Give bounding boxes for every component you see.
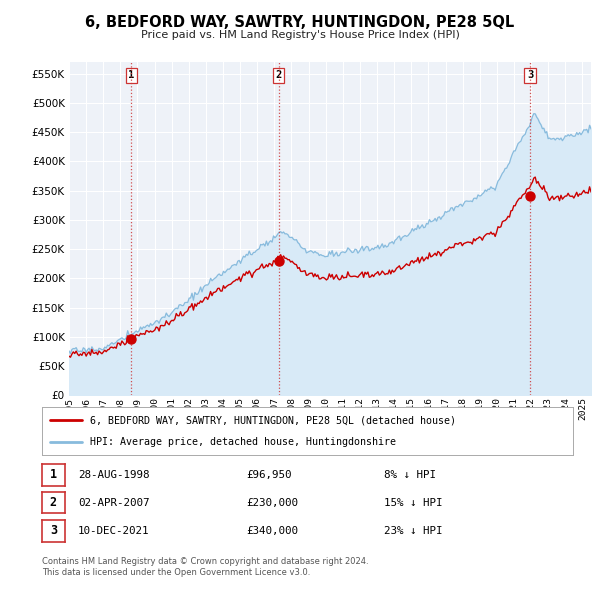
Text: 28-AUG-1998: 28-AUG-1998: [78, 470, 149, 480]
Text: Contains HM Land Registry data © Crown copyright and database right 2024.: Contains HM Land Registry data © Crown c…: [42, 558, 368, 566]
Text: 6, BEDFORD WAY, SAWTRY, HUNTINGDON, PE28 5QL (detached house): 6, BEDFORD WAY, SAWTRY, HUNTINGDON, PE28…: [90, 415, 456, 425]
Text: 02-APR-2007: 02-APR-2007: [78, 498, 149, 507]
Text: 8% ↓ HPI: 8% ↓ HPI: [384, 470, 436, 480]
Text: 3: 3: [527, 70, 533, 80]
Text: 1: 1: [50, 468, 57, 481]
Text: This data is licensed under the Open Government Licence v3.0.: This data is licensed under the Open Gov…: [42, 568, 310, 577]
Text: HPI: Average price, detached house, Huntingdonshire: HPI: Average price, detached house, Hunt…: [90, 437, 396, 447]
Text: 3: 3: [50, 525, 57, 537]
Text: 23% ↓ HPI: 23% ↓ HPI: [384, 526, 443, 536]
Text: 15% ↓ HPI: 15% ↓ HPI: [384, 498, 443, 507]
Text: £340,000: £340,000: [246, 526, 298, 536]
Text: Price paid vs. HM Land Registry's House Price Index (HPI): Price paid vs. HM Land Registry's House …: [140, 30, 460, 40]
Text: 2: 2: [50, 496, 57, 509]
Text: 2: 2: [275, 70, 282, 80]
Text: 1: 1: [128, 70, 134, 80]
Text: 10-DEC-2021: 10-DEC-2021: [78, 526, 149, 536]
Text: 6, BEDFORD WAY, SAWTRY, HUNTINGDON, PE28 5QL: 6, BEDFORD WAY, SAWTRY, HUNTINGDON, PE28…: [85, 15, 515, 30]
Text: £230,000: £230,000: [246, 498, 298, 507]
Text: £96,950: £96,950: [246, 470, 292, 480]
